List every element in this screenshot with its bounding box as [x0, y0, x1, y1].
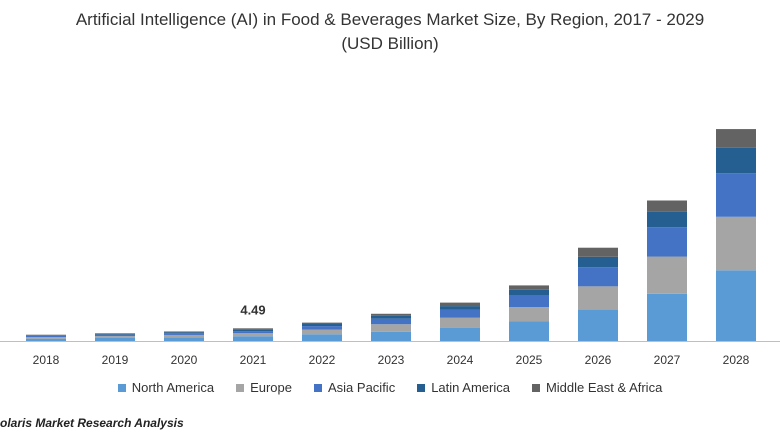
legend-label: Middle East & Africa [545, 380, 663, 395]
bar-2026-asia-pacific [578, 267, 618, 287]
legend-item-middle-east-africa: Middle East & Africa [531, 380, 663, 395]
bar-2025-latin-america [509, 289, 549, 296]
bar-2024-asia-pacific [440, 309, 480, 318]
bar-2028-latin-america [716, 147, 756, 174]
source-credit: olaris Market Research Analysis [0, 416, 184, 430]
chart-legend: North America Europe Asia Pacific Latin … [0, 380, 780, 395]
bar-2022-north-america [302, 334, 342, 341]
bar-2028-north-america [716, 270, 756, 341]
bar-2026-middle-east-africa [578, 247, 618, 257]
x-tick-label: 2019 [102, 353, 129, 367]
bar-2023-latin-america [371, 315, 411, 319]
bar-2019-asia-pacific [95, 334, 135, 337]
chart-title-line1: Artificial Intelligence (AI) in Food & B… [75, 10, 705, 29]
legend-swatch [117, 383, 126, 392]
bar-2021-middle-east-africa [233, 328, 273, 330]
bar-2024-middle-east-africa [440, 302, 480, 307]
bar-2022-asia-pacific [302, 326, 342, 330]
bar-2024-north-america [440, 327, 480, 341]
legend-swatch [236, 383, 245, 392]
bar-2026-latin-america [578, 256, 618, 268]
bar-2028-europe [716, 216, 756, 271]
legend-label: Latin America [431, 380, 510, 395]
bar-2022-europe [302, 329, 342, 335]
bar-2020-asia-pacific [164, 333, 204, 335]
x-tick-label: 2024 [447, 353, 474, 367]
bar-2021-north-america [233, 336, 273, 341]
legend-label: North America [131, 380, 215, 395]
bar-2021-europe [233, 333, 273, 337]
bar-2019-europe [95, 336, 135, 338]
bar-2023-asia-pacific [371, 318, 411, 325]
x-tick-label: 2018 [33, 353, 60, 367]
bar-2027-latin-america [647, 211, 687, 228]
bar-2018-north-america [26, 338, 66, 341]
bar-2022-middle-east-africa [302, 322, 342, 325]
x-tick-label: 2023 [378, 353, 405, 367]
legend-item-north-america: North America [117, 380, 215, 395]
bar-2027-north-america [647, 293, 687, 341]
x-tick-label: 2021 [240, 353, 267, 367]
x-tick-label: 2022 [309, 353, 336, 367]
bar-2026-europe [578, 286, 618, 310]
bar-2025-asia-pacific [509, 295, 549, 308]
x-tick-label: 2020 [171, 353, 198, 367]
bar-2024-europe [440, 317, 480, 328]
bar-2023-europe [371, 324, 411, 332]
bar-2018-latin-america [26, 335, 66, 336]
bar-2019-north-america [95, 337, 135, 341]
bar-2027-middle-east-africa [647, 200, 687, 212]
bar-2018-europe [26, 337, 66, 339]
bar-2023-middle-east-africa [371, 313, 411, 316]
bar-2024-latin-america [440, 306, 480, 310]
bar-2022-latin-america [302, 324, 342, 327]
bar-2019-latin-america [95, 334, 135, 335]
legend-label: Asia Pacific [328, 380, 396, 395]
chart-title-line2: (USD Billion) [341, 34, 439, 53]
legend-label: Europe [250, 380, 292, 395]
bar-2020-north-america [164, 337, 204, 341]
bar-2020-middle-east-africa [164, 331, 204, 333]
legend-swatch [417, 383, 426, 392]
bar-2027-asia-pacific [647, 227, 687, 257]
bar-2025-middle-east-africa [509, 285, 549, 290]
legend-item-europe: Europe [236, 380, 292, 395]
bar-2020-europe [164, 334, 204, 338]
bar-2019-middle-east-africa [95, 333, 135, 335]
x-tick-label: 2027 [654, 353, 681, 367]
legend-item-latin-america: Latin America [417, 380, 510, 395]
data-label-2021: 4.49 [240, 302, 265, 317]
bar-2023-north-america [371, 331, 411, 341]
bar-2028-asia-pacific [716, 173, 756, 217]
bar-2018-asia-pacific [26, 335, 66, 338]
bar-2026-north-america [578, 309, 618, 341]
legend-item-asia-pacific: Asia Pacific [314, 380, 395, 395]
legend-swatch [531, 383, 540, 392]
legend-swatch [314, 383, 322, 392]
stacked-bar-chart: 2018 2019 2020 2021 4.49 2022 2023 2024 2025 2026… [0, 129, 780, 367]
bar-2025-north-america [509, 321, 549, 341]
x-tick-label: 2026 [585, 353, 612, 367]
bar-2028-middle-east-africa [716, 129, 756, 148]
bar-2027-europe [647, 256, 687, 294]
bar-2025-europe [509, 307, 549, 322]
bar-2021-asia-pacific [233, 331, 273, 334]
chart-title: Artificial Intelligence (AI) in Food & B… [0, 8, 780, 56]
bar-2020-latin-america [164, 332, 204, 334]
x-tick-label: 2025 [516, 353, 543, 367]
bar-2021-latin-america [233, 329, 273, 332]
x-tick-label: 2028 [723, 353, 750, 367]
